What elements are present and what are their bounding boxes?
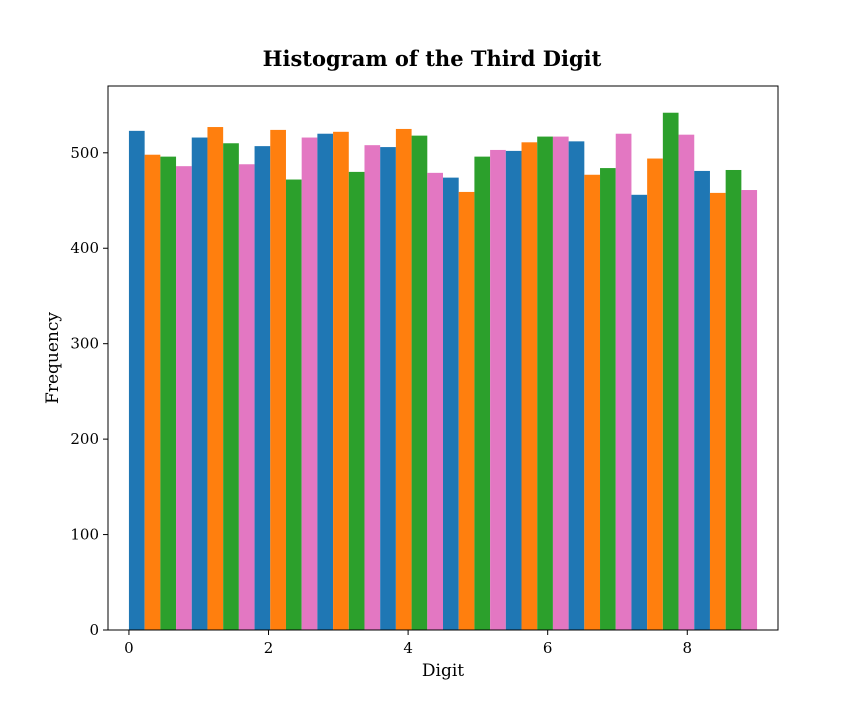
y-tick-label: 500 — [70, 144, 99, 162]
x-tick-label: 8 — [682, 639, 692, 657]
bar-bin-3-series-2 — [348, 171, 365, 631]
bar-bin-8-series-1 — [647, 158, 663, 631]
bar-bin-1-series-3 — [238, 164, 255, 630]
bar-bin-2-series-1 — [270, 129, 286, 631]
bar-bin-2-series-2 — [285, 179, 302, 630]
bar-bin-5-series-1 — [458, 191, 475, 631]
bar-bin-3-series-0 — [317, 133, 334, 630]
bar-bin-8-series-2 — [662, 112, 679, 631]
y-tick-label: 400 — [70, 239, 99, 257]
bar-bin-1-series-1 — [207, 127, 224, 630]
bar-bin-7-series-1 — [584, 174, 601, 631]
plot-frame — [107, 85, 779, 631]
bar-bin-4-series-2 — [411, 135, 428, 631]
x-axis-ticks: 0 2 4 6 8 — [124, 630, 692, 657]
bar-bin-6-series-2 — [537, 136, 553, 630]
bars-group — [128, 112, 758, 631]
bar-bin-7-series-2 — [600, 168, 616, 630]
bar-bin-9-series-0 — [694, 170, 710, 630]
bar-bin-2-series-0 — [254, 146, 271, 630]
x-tick-label: 4 — [403, 639, 413, 657]
bar-bin-2-series-3 — [301, 137, 318, 630]
y-tick-label: 0 — [89, 621, 99, 639]
bar-bin-6-series-1 — [521, 142, 538, 630]
bar-bin-9-series-3 — [741, 190, 758, 630]
x-tick-label: 0 — [124, 639, 134, 657]
y-tick-label: 300 — [70, 335, 99, 353]
y-tick-label: 100 — [70, 526, 99, 544]
bar-bin-3-series-1 — [333, 131, 349, 630]
bar-bin-1-series-0 — [191, 137, 208, 630]
bar-bin-0-series-3 — [176, 166, 192, 630]
bar-bin-0-series-2 — [160, 156, 177, 630]
bar-bin-3-series-3 — [364, 145, 381, 630]
y-axis-ticks: 0 100 200 300 400 500 — [70, 144, 108, 639]
x-tick-label: 2 — [264, 639, 274, 657]
bar-bin-0-series-1 — [144, 154, 161, 630]
bar-bin-9-series-1 — [709, 192, 726, 630]
bar-bin-8-series-3 — [678, 134, 695, 630]
bar-bin-4-series-3 — [427, 172, 443, 630]
bar-bin-4-series-0 — [380, 147, 396, 631]
bar-bin-6-series-0 — [505, 150, 522, 630]
bar-bin-5-series-0 — [443, 177, 459, 631]
y-axis-label: Frequency — [43, 312, 63, 404]
bar-bin-8-series-0 — [631, 194, 648, 631]
bar-bin-4-series-1 — [395, 128, 412, 630]
x-tick-label: 6 — [543, 639, 553, 657]
bar-bin-1-series-2 — [223, 143, 239, 630]
y-tick-label: 200 — [70, 430, 99, 448]
chart-title: Histogram of the Third Digit — [263, 46, 602, 71]
bar-bin-5-series-2 — [474, 156, 491, 630]
bar-bin-0-series-0 — [128, 130, 145, 630]
x-axis-label: Digit — [422, 661, 464, 681]
bar-bin-7-series-0 — [568, 141, 585, 631]
bar-bin-6-series-3 — [552, 136, 569, 630]
bar-bin-9-series-2 — [725, 169, 742, 630]
bar-bin-5-series-3 — [490, 149, 506, 631]
bar-bin-7-series-3 — [615, 133, 632, 630]
